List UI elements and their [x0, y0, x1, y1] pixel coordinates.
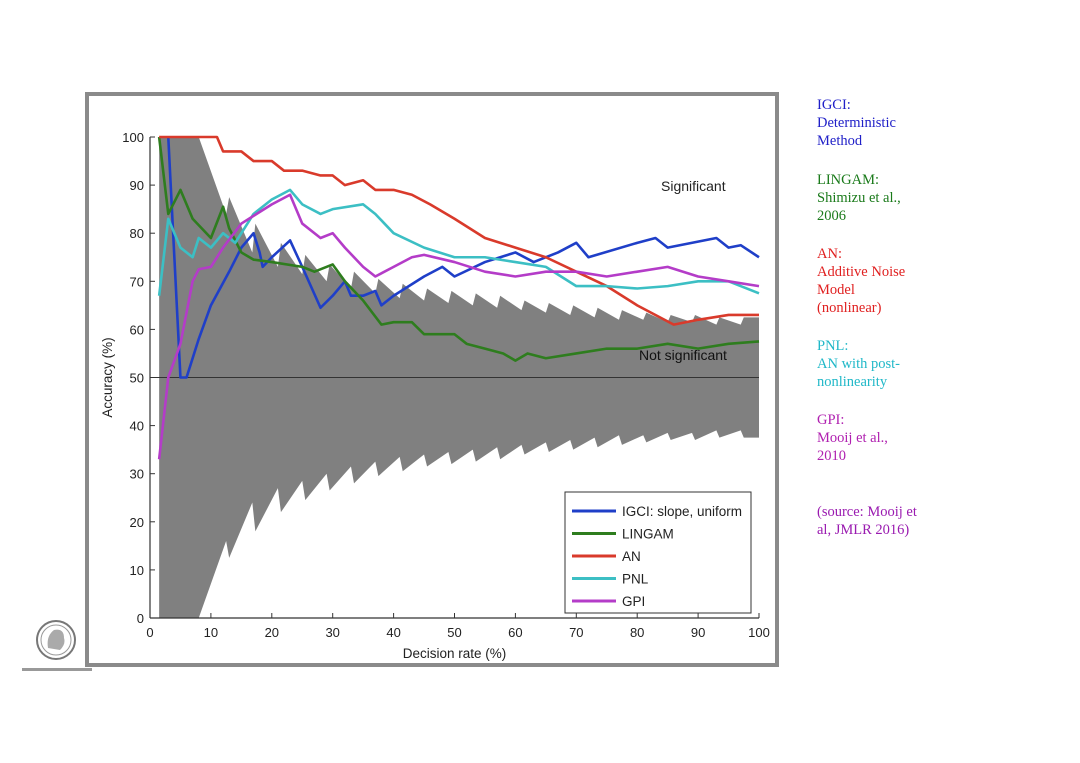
y-tick-label: 90 — [130, 178, 144, 193]
legend-label: AN — [622, 549, 641, 564]
y-tick-label: 70 — [130, 274, 144, 289]
not-significant-label: Not significant — [639, 347, 727, 363]
y-tick-label: 0 — [137, 611, 144, 626]
y-tick-label: 100 — [122, 130, 144, 145]
x-tick-label: 60 — [508, 625, 522, 640]
max-planck-logo — [22, 618, 92, 679]
y-tick-label: 40 — [130, 419, 144, 434]
x-tick-label: 20 — [265, 625, 279, 640]
x-tick-label: 50 — [447, 625, 461, 640]
significant-label: Significant — [661, 178, 726, 194]
x-tick-label: 80 — [630, 625, 644, 640]
y-tick-label: 20 — [130, 515, 144, 530]
series-line-an — [159, 135, 759, 326]
y-tick-label: 60 — [130, 322, 144, 337]
y-tick-label: 30 — [130, 467, 144, 482]
series-line-igci — [166, 136, 760, 379]
x-axis-label: Decision rate (%) — [403, 646, 507, 661]
series-line-gpi — [157, 193, 760, 460]
legend-label: LINGAM — [622, 527, 674, 542]
legend-label: PNL — [622, 572, 649, 587]
minerva-seal-icon — [22, 620, 92, 671]
x-tick-label: 40 — [386, 625, 400, 640]
x-tick-label: 10 — [204, 625, 218, 640]
legend-label: IGCI: slope, uniform — [622, 504, 742, 519]
y-tick-label: 50 — [130, 371, 144, 386]
x-tick-label: 30 — [325, 625, 339, 640]
x-tick-label: 100 — [748, 625, 770, 640]
y-axis-label: Accuracy (%) — [100, 337, 115, 417]
y-tick-label: 10 — [130, 563, 144, 578]
x-tick-label: 70 — [569, 625, 583, 640]
series-line-pnl — [157, 188, 760, 296]
note-source: (source: Mooij et al, JMLR 2016) — [817, 504, 917, 538]
note-an: AN: Additive Noise Model (nonlinear) — [817, 246, 906, 316]
note-pnl: PNL: AN with post- nonlinearity — [817, 338, 900, 390]
note-lingam: LINGAM: Shimizu et al., 2006 — [817, 172, 901, 224]
x-tick-label: 0 — [146, 625, 153, 640]
series-line-lingam — [157, 136, 760, 362]
note-gpi: GPI: Mooij et al., 2010 — [817, 412, 888, 464]
legend-label: GPI — [622, 594, 645, 609]
x-tick-label: 90 — [691, 625, 705, 640]
y-tick-label: 80 — [130, 226, 144, 241]
note-igci: IGCI: Deterministic Method — [817, 97, 896, 149]
